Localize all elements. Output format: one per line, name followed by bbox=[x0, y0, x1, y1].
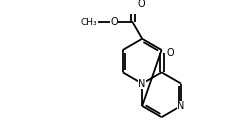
Text: N: N bbox=[138, 79, 146, 89]
Text: O: O bbox=[110, 17, 118, 27]
Text: O: O bbox=[137, 0, 145, 9]
Text: CH₃: CH₃ bbox=[80, 18, 97, 27]
Text: N: N bbox=[177, 101, 185, 111]
Text: O: O bbox=[166, 48, 174, 58]
